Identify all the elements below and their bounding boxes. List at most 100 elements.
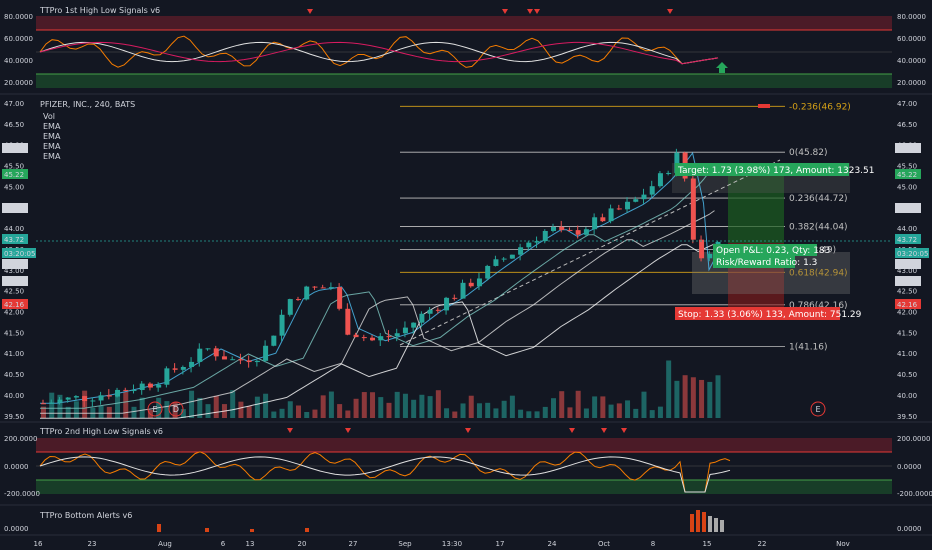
fib-level-label: 0.382(44.04) — [789, 222, 848, 232]
price-badge: 44.46 — [4, 205, 25, 213]
volume-bar — [353, 398, 359, 418]
price-badge: 45.81 — [4, 145, 24, 153]
volume-bar — [468, 395, 474, 418]
legend-item: EMA — [43, 132, 61, 141]
price-badge-bg — [2, 143, 28, 153]
price-tick-left: 45.50 — [4, 163, 24, 171]
volume-bar — [625, 400, 631, 418]
volume-bar — [551, 398, 556, 418]
volume-bar — [476, 403, 482, 418]
open-pl-label-box — [713, 244, 817, 256]
volume-bar — [641, 391, 647, 418]
fib-level-label: 1(41.16) — [789, 343, 828, 353]
top-oscillator-lines — [39, 9, 719, 68]
bottom-alerts-pane[interactable]: TTPro Bottom Alerts v6 0.0000 0.0000 — [4, 510, 922, 533]
volume-bar — [345, 410, 351, 418]
alert-bar — [696, 510, 700, 532]
volume-bar — [98, 405, 104, 418]
volume-bar — [115, 394, 121, 418]
volume-bar — [715, 375, 721, 418]
up-arrow-stem — [719, 68, 725, 73]
volume-bar — [263, 393, 269, 418]
candle-body — [320, 287, 326, 289]
earnings-event-icon-future[interactable] — [810, 401, 826, 417]
candle-body — [435, 309, 441, 311]
volume-bar — [608, 404, 614, 418]
volume-bar — [213, 395, 219, 418]
volume-bar — [238, 401, 244, 418]
price-tick-right: 40.00 — [897, 392, 917, 400]
price-badge: 43.72 — [897, 236, 917, 244]
price-badge-bg — [2, 299, 28, 309]
alert-bar — [205, 528, 209, 532]
volume-bar — [616, 403, 622, 418]
volume-bar — [592, 396, 598, 418]
overbought-zone — [36, 16, 892, 30]
dividend-event-icon[interactable] — [168, 401, 184, 417]
price-badge: 42.16 — [4, 301, 25, 309]
osc-oversold-zone — [36, 480, 892, 494]
candle-body — [460, 282, 466, 299]
price-tick-right: 41.00 — [897, 350, 917, 358]
volume-bar — [205, 404, 211, 418]
volume-bar — [271, 411, 277, 418]
time-axis[interactable]: 16 23 Aug 6 13 20 27 Sep 13:30 17 24 Oct 8 15 22 Nov — [34, 540, 850, 548]
candle-body — [263, 345, 269, 361]
main-price-pane[interactable]: -0.236(46.92) 0(45.82) 0.236(44.72) 0.382(4… — [2, 100, 929, 421]
volume-bar — [657, 406, 663, 418]
time-axis-label: 17 — [496, 540, 505, 548]
time-axis-label: 13 — [246, 540, 255, 548]
candle-body — [699, 239, 705, 259]
top-indicator-pane[interactable]: TTPro 1st High Low Signals v6 80.0000 60.… — [4, 6, 926, 88]
candle-body — [476, 278, 482, 287]
candle-body — [106, 395, 112, 397]
stop-label-box — [675, 307, 840, 320]
volume-bar — [378, 397, 384, 418]
price-badge-bg — [895, 276, 921, 286]
price-badge-bg — [2, 248, 36, 258]
candle-body — [213, 348, 219, 357]
price-axis-right[interactable]: 47.0046.5046.0045.5045.0044.5044.0043.50… — [897, 100, 917, 421]
price-badge: 42.75 — [4, 278, 24, 286]
candle-body — [583, 229, 589, 235]
price-tick-left: 40.00 — [4, 392, 24, 400]
legend-item: Vol — [43, 112, 55, 121]
price-tick-left: 47.00 — [4, 100, 24, 108]
price-badge-bg — [2, 276, 28, 286]
price-badge: 42.16 — [897, 301, 918, 309]
top-tick-left: 60.0000 — [4, 35, 33, 43]
time-axis-label: 6 — [221, 540, 226, 548]
volume-bar — [567, 407, 573, 418]
candle-body — [674, 152, 680, 173]
price-tick-right: 39.50 — [897, 413, 917, 421]
candle-body — [567, 229, 573, 231]
top-tick-right: 40.0000 — [897, 57, 926, 65]
sell-signal-icon — [527, 9, 533, 14]
candle-body — [147, 383, 153, 388]
event-markers[interactable]: E D E — [147, 401, 826, 417]
second-indicator-pane[interactable]: TTPro 2nd High Low Signals v6 200.0000 0.… — [4, 427, 932, 498]
volume-bar — [49, 392, 55, 418]
candle-body — [164, 368, 170, 385]
trend-line-dashed[interactable] — [399, 159, 781, 346]
price-badge: 03:20:05 — [4, 250, 35, 258]
candle-body — [296, 299, 301, 301]
rr-label-box — [713, 256, 795, 268]
volume-bar — [452, 411, 458, 418]
price-alert-marker[interactable] — [758, 104, 770, 108]
candle-body — [172, 368, 178, 370]
candlesticks — [41, 148, 721, 408]
target-label: Target: 1.73 (3.98%) 173, Amount: 1323.5… — [677, 166, 875, 176]
volume-bar — [139, 397, 145, 418]
time-axis-label: 22 — [758, 540, 767, 548]
earnings-event-icon[interactable] — [147, 401, 163, 417]
top-left-ticks: 80.0000 60.0000 40.0000 20.0000 — [4, 13, 33, 87]
volume-bar — [254, 396, 260, 418]
top-osc-line — [39, 35, 719, 68]
osc-overbought-zone — [36, 438, 892, 452]
candle-body — [287, 299, 293, 315]
time-axis-label: Sep — [398, 540, 412, 548]
candle-body — [641, 194, 647, 200]
